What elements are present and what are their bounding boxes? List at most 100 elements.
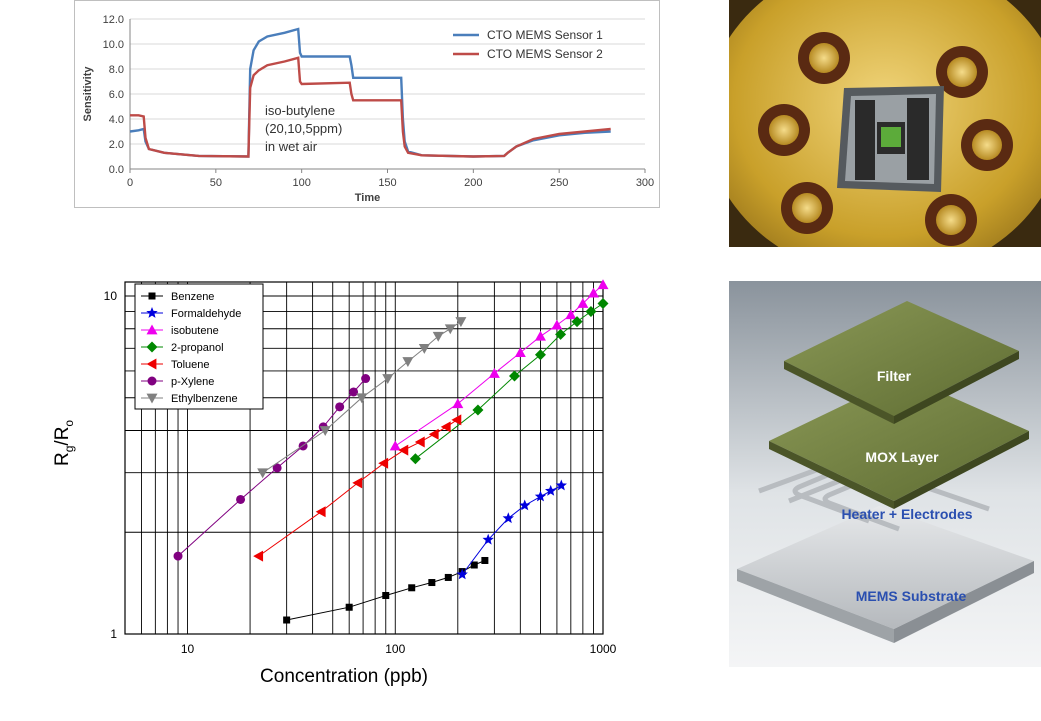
sensitivity-chart: 0.0 2.0 4.0 6.0 8.0 10.0 12.0 0 50 100 150 200 250 30… (82, 14, 654, 204)
data-marker (146, 341, 158, 353)
x-axis-title: Time (355, 192, 380, 204)
data-marker (361, 374, 371, 384)
data-marker (382, 374, 394, 385)
data-marker (173, 551, 183, 561)
data-marker (514, 347, 526, 358)
data-marker (378, 457, 389, 469)
x-axis-title: Concentration (ppb) (260, 666, 428, 687)
bond-pads (758, 32, 1013, 246)
annotation-text: in wet air (265, 139, 318, 154)
data-marker (587, 287, 599, 298)
data-marker (534, 349, 546, 361)
legend-label: Toluene (171, 359, 210, 371)
y-tick-label: 10 (104, 289, 118, 303)
data-marker (452, 398, 464, 409)
y-axis-title-part: /R (52, 427, 73, 446)
legend-label: CTO MEMS Sensor 1 (487, 28, 603, 42)
data-marker (146, 307, 158, 318)
data-marker (545, 484, 557, 496)
data-marker (319, 426, 331, 436)
annotation-text: iso-butylene (265, 103, 335, 118)
series-group (409, 298, 609, 465)
data-marker (565, 309, 577, 320)
data-marker (428, 579, 436, 587)
data-marker (418, 343, 430, 354)
data-marker (571, 316, 583, 328)
layer-stack-illustration: Filter MOX Layer Heater + Electrodes MEM… (729, 281, 1041, 667)
x-tick-label: 150 (378, 177, 396, 189)
data-marker (148, 292, 156, 300)
data-marker (356, 393, 368, 404)
y-tick-label: 1 (110, 627, 117, 641)
sensor-package-photo (705, 0, 1041, 278)
data-marker (349, 387, 359, 397)
filter-layer (784, 301, 1019, 416)
data-marker (502, 512, 514, 524)
x-tick-label: 250 (550, 177, 568, 189)
x-tick-label: 100 (385, 642, 405, 656)
data-marker (414, 436, 425, 448)
x-tick-label: 0 (127, 177, 133, 189)
data-marker (402, 357, 414, 368)
data-marker (444, 324, 456, 335)
x-tick-label: 200 (464, 177, 482, 189)
y-axis-title-part: o (62, 420, 76, 427)
annotation-text: (20,10,5ppm) (265, 121, 342, 136)
data-marker (440, 421, 451, 433)
sensor-package-illustration (705, 0, 1041, 278)
legend-label: Ethylbenzene (171, 393, 238, 405)
substrate-label: MEMS Substrate (856, 588, 967, 604)
y-axis-title: Sensitivity (82, 66, 94, 122)
y-tick-label: 12.0 (103, 14, 124, 26)
data-marker (352, 477, 363, 489)
data-marker (451, 414, 462, 426)
data-marker (519, 499, 531, 511)
data-marker (146, 393, 158, 404)
data-marker (481, 556, 489, 564)
data-marker (456, 568, 468, 580)
sensing-area (881, 127, 901, 147)
series-group (283, 556, 489, 624)
data-marker (488, 367, 500, 378)
sensitivity-chart-panel: 0.0 2.0 4.0 6.0 8.0 10.0 12.0 0 50 100 150 200 250 30… (74, 0, 660, 208)
series-line (395, 284, 604, 447)
data-marker (345, 603, 353, 611)
x-tick-label: 50 (210, 177, 222, 189)
data-marker (534, 330, 546, 341)
series-line (461, 485, 562, 575)
data-marker (257, 468, 269, 479)
substrate-layer (737, 506, 1034, 643)
data-marker (409, 453, 421, 465)
data-marker (551, 319, 563, 330)
data-marker (315, 506, 326, 518)
data-marker (470, 561, 478, 569)
filter-label: Filter (877, 368, 912, 384)
data-marker (428, 428, 439, 440)
legend-label: 2-propanol (171, 342, 224, 354)
layer-stack-diagram: Filter MOX Layer Heater + Electrodes MEM… (729, 281, 1041, 667)
y-axis-title-part: R (52, 452, 73, 466)
response-chart: 10 100 1000 1 10 Concentration (ppb) Rg/Ro Benz… (52, 279, 617, 687)
data-marker (389, 440, 401, 451)
mems-die (837, 86, 944, 192)
data-marker (577, 298, 589, 308)
series-line (415, 303, 604, 460)
y-tick-label: 8.0 (109, 64, 124, 76)
legend-label: Benzene (171, 291, 214, 303)
plot-frame (124, 281, 604, 635)
data-marker (146, 324, 158, 335)
y-tick-label: 6.0 (109, 89, 124, 101)
series-group (456, 479, 567, 580)
data-marker (597, 298, 609, 310)
data-marker (408, 584, 416, 592)
legend-label: CTO MEMS Sensor 2 (487, 47, 603, 61)
data-marker (534, 490, 547, 502)
series-group (253, 414, 462, 562)
y-tick-label: 10.0 (103, 39, 124, 51)
mox-label: MOX Layer (865, 449, 939, 465)
legend-label: Formaldehyde (171, 308, 241, 320)
data-marker (432, 331, 444, 342)
data-marker (146, 358, 157, 370)
response-chart-panel: 10 100 1000 1 10 Concentration (ppb) Rg/Ro Benz… (0, 262, 650, 716)
heater-label: Heater + Electrodes (841, 506, 972, 522)
